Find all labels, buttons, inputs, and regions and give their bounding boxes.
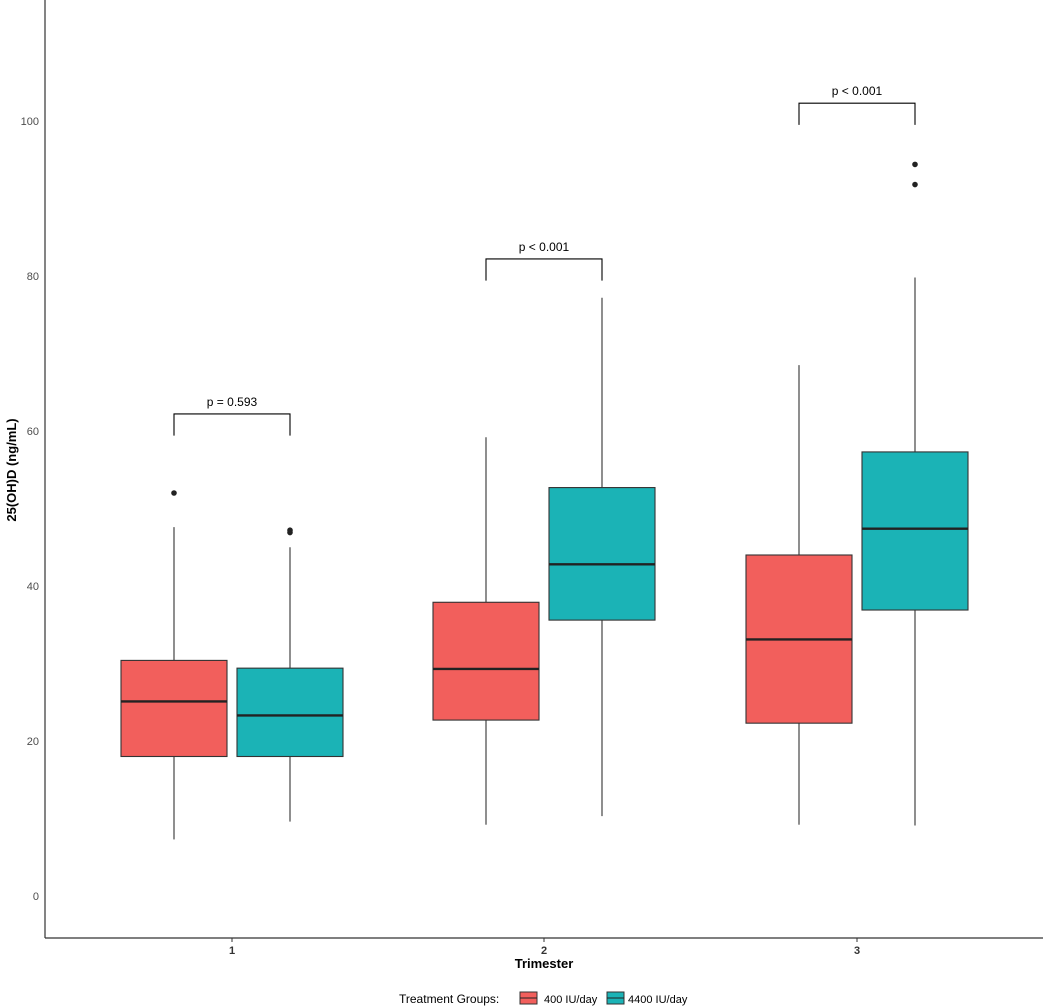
x-ticks: 1 2 3 [229,938,860,957]
outlier-point [171,490,177,496]
significance-bracket: p = 0.593 [173,395,291,436]
box-low-dose-trimester-1 [120,490,228,840]
outlier-point [287,527,293,533]
y-tick-label: 100 [21,116,39,128]
x-tick-label: 2 [541,945,547,957]
outlier-point [912,181,918,188]
box-high-dose-trimester-3 [861,161,969,826]
legend-item: 4400 IU/day [606,991,688,1006]
iqr-box [861,451,969,611]
legend-item: 400 IU/day [519,991,598,1006]
box-low-dose-trimester-2 [432,437,540,825]
iqr-box [432,601,540,721]
y-tick-label: 20 [27,736,39,748]
legend: Treatment Groups: 400 IU/day 4400 IU/day [399,991,688,1006]
bracket-line [173,413,291,436]
significance-bracket: p < 0.001 [798,84,916,125]
box-low-dose-trimester-3 [745,365,853,825]
bracket-line [798,102,916,125]
p-value-label: p < 0.001 [519,240,570,254]
outlier-point [912,161,918,168]
significance-bracket: p < 0.001 [485,240,603,281]
iqr-box [236,667,344,758]
significance-annotations: p = 0.593 p < 0.001 p < 0.001 [173,84,916,436]
y-axis-title: 25(OH)D (ng/mL) [4,418,19,521]
bracket-line [485,258,603,281]
x-axis-title: Trimester [515,956,574,971]
box-high-dose-trimester-2 [548,297,656,817]
p-value-label: p < 0.001 [832,84,883,98]
legend-label: 400 IU/day [544,994,598,1006]
box-high-dose-trimester-1 [236,527,344,822]
y-tick-label: 40 [27,581,39,593]
y-tick-label: 80 [27,271,39,283]
y-ticks: 0 20 40 60 80 100 [21,116,39,903]
legend-title: Treatment Groups: [399,992,499,1006]
x-tick-label: 1 [229,945,235,957]
p-value-label: p = 0.593 [207,395,258,409]
y-tick-label: 0 [33,891,39,903]
legend-label: 4400 IU/day [628,994,688,1006]
boxes [120,161,969,840]
iqr-box [548,487,656,621]
y-tick-label: 60 [27,426,39,438]
x-tick-label: 3 [854,945,860,957]
iqr-box [120,659,228,758]
